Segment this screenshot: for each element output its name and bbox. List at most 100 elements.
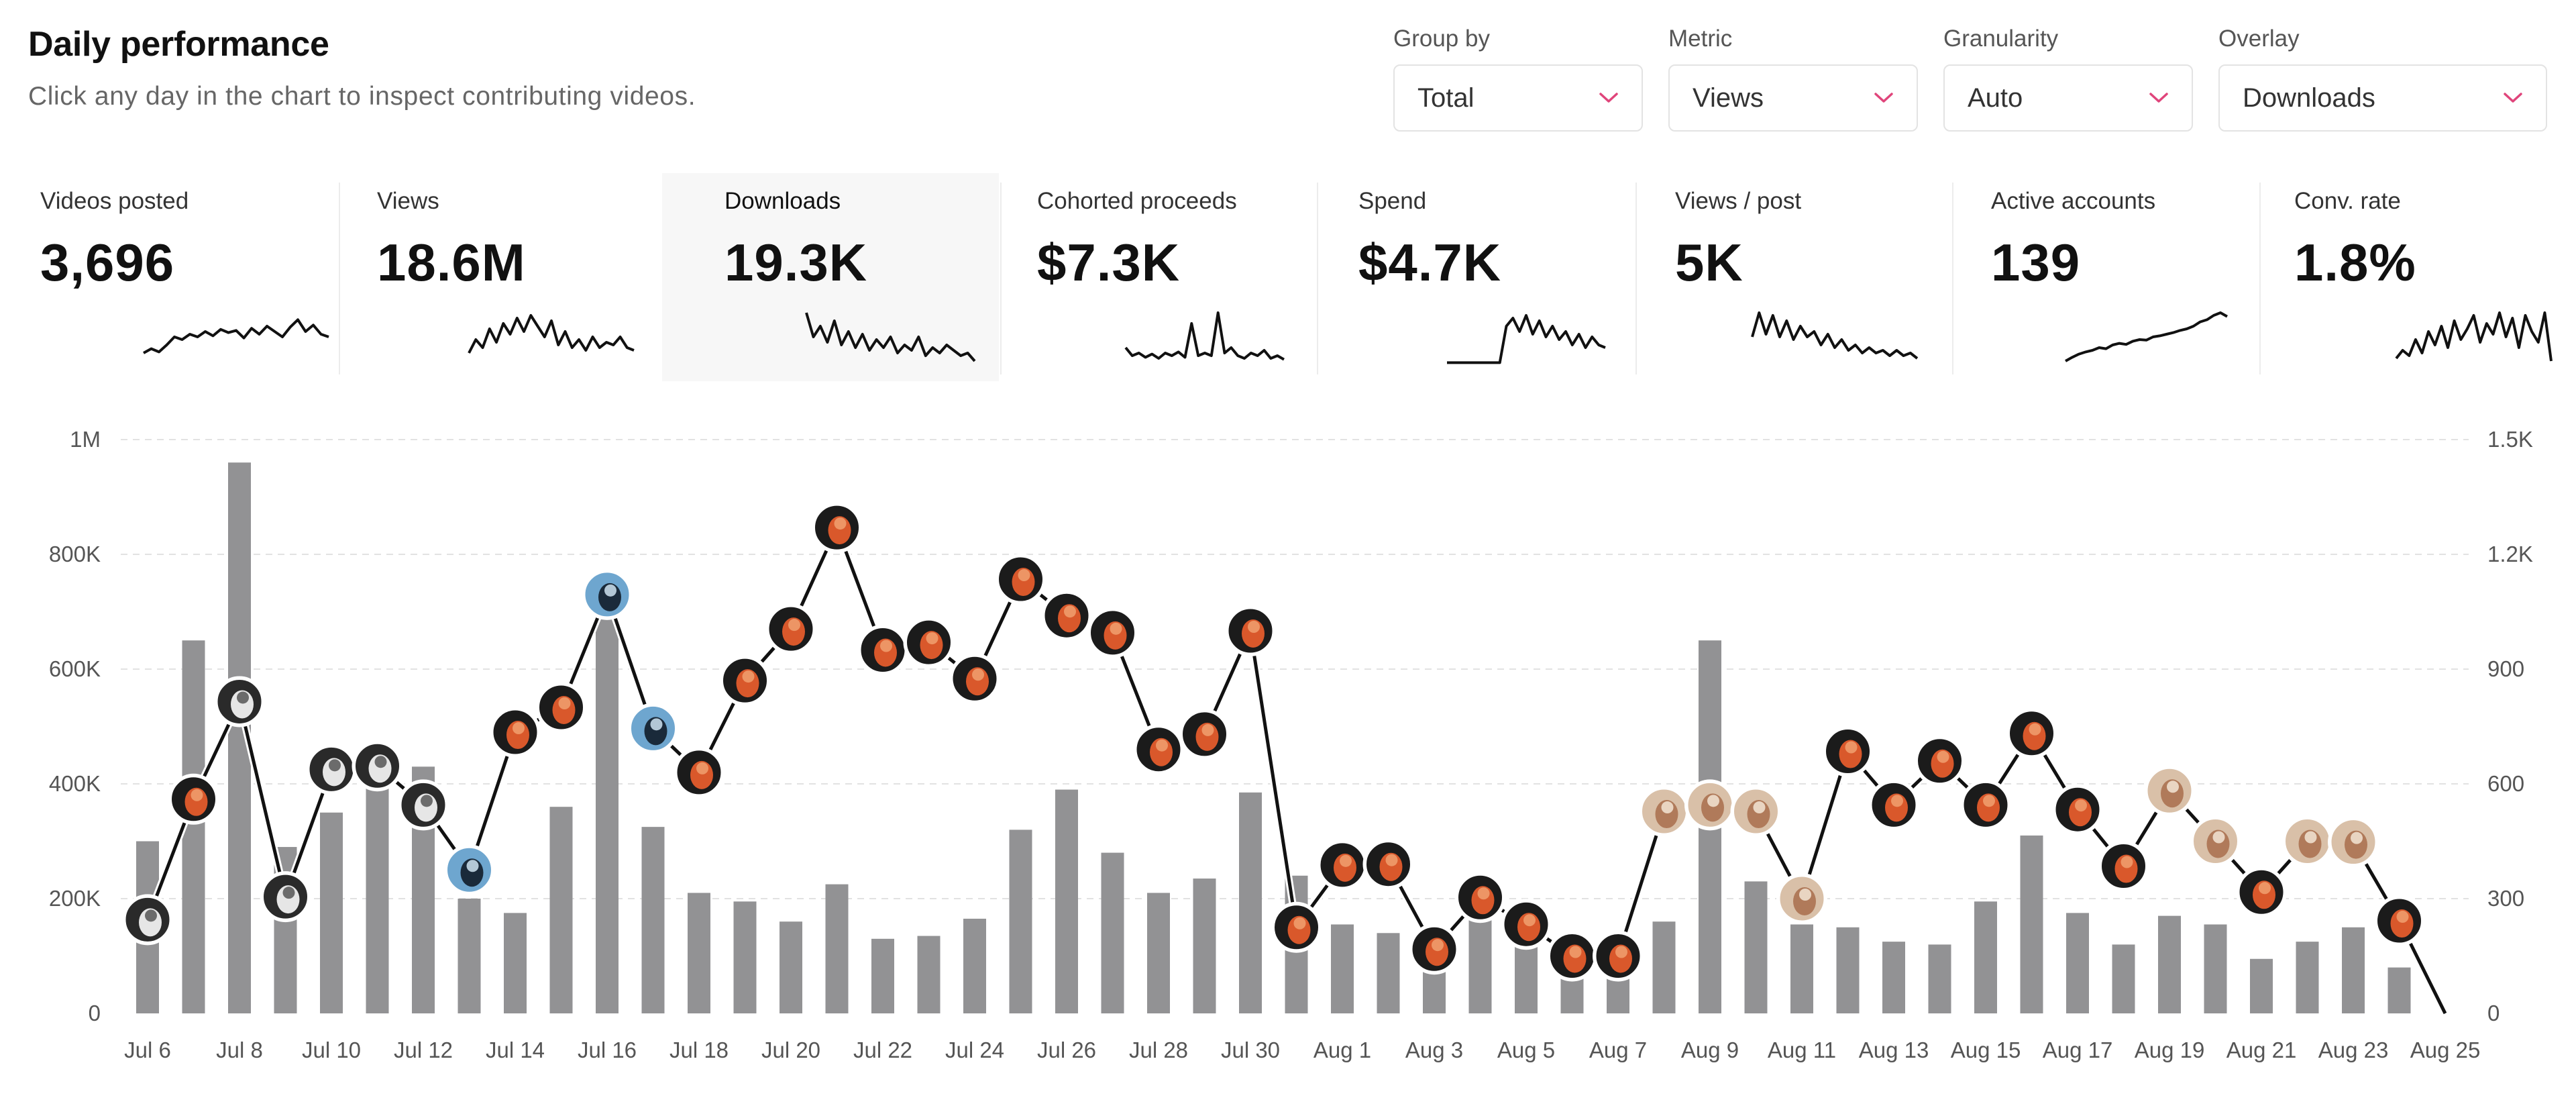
video-thumbnail-marker[interactable] xyxy=(627,703,679,754)
views-bar[interactable] xyxy=(1239,792,1262,1013)
views-bar[interactable] xyxy=(1744,881,1768,1013)
views-bar[interactable] xyxy=(1101,852,1124,1013)
views-bar[interactable] xyxy=(1009,830,1032,1013)
video-thumbnail-marker[interactable] xyxy=(811,502,863,554)
video-thumbnail-marker[interactable] xyxy=(1960,779,2011,831)
video-thumbnail-marker[interactable] xyxy=(2052,784,2103,836)
group-by-select[interactable]: Total xyxy=(1393,64,1643,132)
daily-performance-chart[interactable]: 0 0 200K 300 400K 600 600K 900 800K 1.2K 1M 1.5K Jul… xyxy=(0,403,2576,1106)
overlay-select[interactable]: Downloads xyxy=(2218,64,2547,132)
video-thumbnail-marker[interactable] xyxy=(765,603,816,655)
video-thumbnail-marker[interactable] xyxy=(2006,707,2057,759)
views-bar[interactable] xyxy=(458,899,481,1013)
kpi-card-views[interactable]: Views 18.6M xyxy=(340,173,661,381)
video-thumbnail-marker[interactable] xyxy=(1638,786,1690,838)
views-bar[interactable] xyxy=(1790,924,1813,1013)
video-thumbnail-marker[interactable] xyxy=(443,844,495,896)
video-thumbnail-marker[interactable] xyxy=(719,655,771,707)
views-bar[interactable] xyxy=(2250,958,2273,1013)
views-bar[interactable] xyxy=(1882,942,1905,1013)
views-bar[interactable] xyxy=(1055,789,1078,1013)
video-thumbnail-marker[interactable] xyxy=(1593,930,1644,982)
video-thumbnail-marker[interactable] xyxy=(1041,590,1092,642)
video-thumbnail-marker[interactable] xyxy=(2144,765,2195,817)
views-bar[interactable] xyxy=(2158,915,2181,1013)
video-thumbnail-marker[interactable] xyxy=(1179,708,1230,760)
video-thumbnail-marker[interactable] xyxy=(1087,607,1138,658)
video-thumbnail-marker[interactable] xyxy=(398,779,449,831)
video-thumbnail-marker[interactable] xyxy=(1776,873,1827,924)
video-thumbnail-marker[interactable] xyxy=(1362,838,1414,890)
kpi-card-downloads[interactable]: Downloads 19.3K xyxy=(662,173,999,381)
kpi-card-active-accounts[interactable]: Active accounts 139 xyxy=(1953,173,2259,381)
video-thumbnail-marker[interactable] xyxy=(995,554,1046,605)
views-bar[interactable] xyxy=(2066,913,2089,1013)
granularity-select[interactable]: Auto xyxy=(1943,64,2193,132)
video-thumbnail-marker[interactable] xyxy=(2373,895,2425,947)
views-bar[interactable] xyxy=(2020,835,2043,1013)
kpi-card-spend[interactable]: Spend $4.7K xyxy=(1318,173,1635,381)
video-thumbnail-marker[interactable] xyxy=(2190,815,2241,867)
video-thumbnail-marker[interactable] xyxy=(1225,605,1276,656)
video-thumbnail-marker[interactable] xyxy=(1868,779,1919,831)
video-thumbnail-marker[interactable] xyxy=(1914,735,1966,787)
video-thumbnail-marker[interactable] xyxy=(2098,840,2149,892)
views-bar[interactable] xyxy=(963,918,986,1013)
views-bar[interactable] xyxy=(1423,970,1446,1013)
video-thumbnail-marker[interactable] xyxy=(1546,930,1598,982)
views-bar[interactable] xyxy=(1515,938,1538,1013)
kpi-card-views-per-post[interactable]: Views / post 5K xyxy=(1637,173,1952,381)
views-bar[interactable] xyxy=(825,884,849,1013)
video-thumbnail-marker[interactable] xyxy=(1454,872,1506,923)
views-bar[interactable] xyxy=(2387,967,2411,1013)
video-thumbnail-marker[interactable] xyxy=(1822,725,1874,777)
video-thumbnail-marker[interactable] xyxy=(2282,815,2333,867)
video-thumbnail-marker[interactable] xyxy=(306,744,357,795)
video-thumbnail-marker[interactable] xyxy=(1684,779,1735,831)
views-bar[interactable] xyxy=(549,807,573,1013)
video-thumbnail-marker[interactable] xyxy=(1317,839,1368,891)
views-bar[interactable] xyxy=(504,913,527,1013)
views-bar[interactable] xyxy=(1331,924,1354,1013)
video-thumbnail-marker[interactable] xyxy=(168,773,219,825)
views-bar[interactable] xyxy=(688,893,710,1013)
views-bar[interactable] xyxy=(1193,878,1216,1013)
kpi-card-conv-rate[interactable]: Conv. rate 1.8% xyxy=(2261,173,2556,381)
video-thumbnail-marker[interactable] xyxy=(535,682,587,733)
views-bar[interactable] xyxy=(1974,901,1997,1013)
views-bar[interactable] xyxy=(780,921,802,1013)
video-thumbnail-marker[interactable] xyxy=(260,871,311,923)
video-thumbnail-marker[interactable] xyxy=(1133,723,1184,775)
video-thumbnail-marker[interactable] xyxy=(857,624,908,676)
views-bar[interactable] xyxy=(596,600,619,1013)
video-thumbnail-marker[interactable] xyxy=(122,894,173,946)
video-thumbnail-marker[interactable] xyxy=(903,617,955,668)
video-thumbnail-marker[interactable] xyxy=(352,740,403,792)
metric-select[interactable]: Views xyxy=(1668,64,1918,132)
views-bar[interactable] xyxy=(2342,927,2365,1013)
video-thumbnail-marker[interactable] xyxy=(1409,923,1460,975)
kpi-card-cohorted-proceeds[interactable]: Cohorted proceeds $7.3K xyxy=(1002,173,1317,381)
views-bar[interactable] xyxy=(641,827,665,1013)
views-bar[interactable] xyxy=(917,936,941,1013)
views-bar[interactable] xyxy=(366,758,389,1013)
views-bar[interactable] xyxy=(2112,944,2135,1013)
video-thumbnail-marker[interactable] xyxy=(1730,786,1782,838)
views-bar[interactable] xyxy=(2204,924,2227,1013)
views-bar[interactable] xyxy=(733,901,757,1013)
views-bar[interactable] xyxy=(1928,944,1951,1013)
views-bar[interactable] xyxy=(320,812,343,1013)
views-bar[interactable] xyxy=(871,938,894,1013)
video-thumbnail-marker[interactable] xyxy=(1271,901,1322,953)
views-bar[interactable] xyxy=(1836,927,1860,1013)
views-bar[interactable] xyxy=(1652,921,1676,1013)
views-bar[interactable] xyxy=(1377,933,1400,1013)
kpi-card-videos-posted[interactable]: Videos posted 3,696 xyxy=(20,173,339,381)
video-thumbnail-marker[interactable] xyxy=(214,676,265,727)
video-thumbnail-marker[interactable] xyxy=(490,707,541,758)
views-bar[interactable] xyxy=(1147,893,1170,1013)
video-thumbnail-marker[interactable] xyxy=(582,568,633,620)
video-thumbnail-marker[interactable] xyxy=(949,653,1000,705)
views-bar[interactable] xyxy=(2296,942,2319,1013)
video-thumbnail-marker[interactable] xyxy=(2328,816,2379,868)
